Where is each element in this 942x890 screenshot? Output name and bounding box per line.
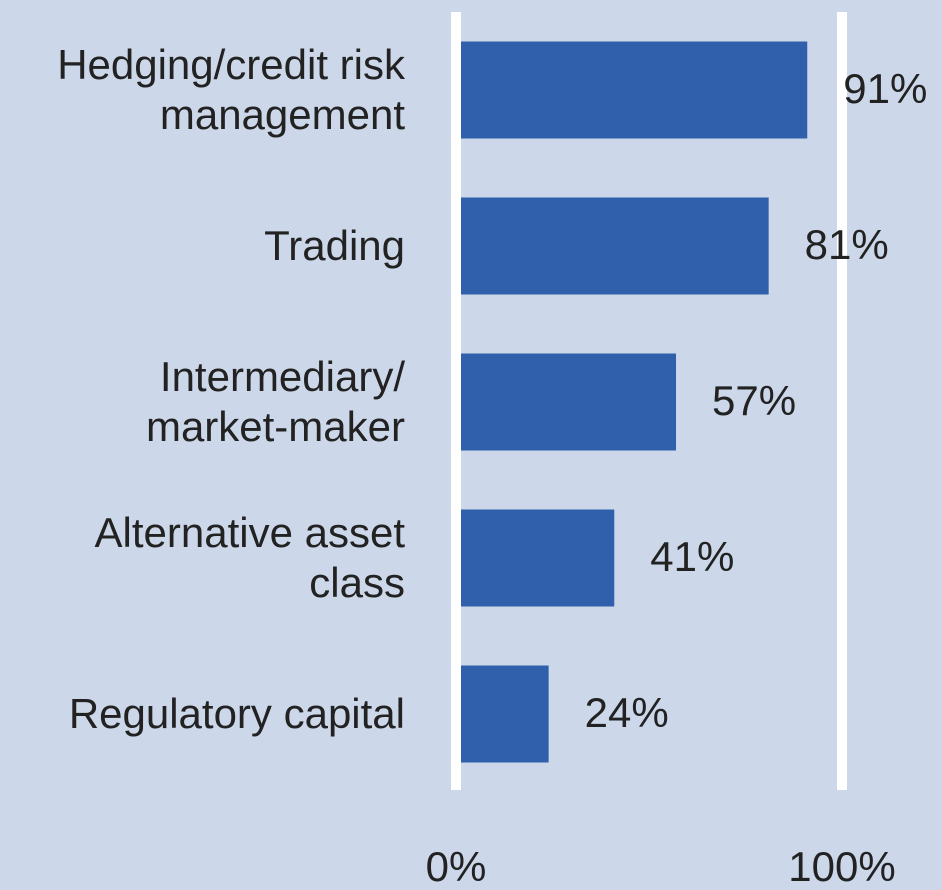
value-label: 81% (805, 221, 889, 268)
category-label: Regulatory capital (68, 690, 405, 737)
x-tick-label: 0% (426, 843, 487, 890)
bar (461, 353, 677, 451)
bar (461, 197, 769, 295)
bar (461, 509, 615, 607)
value-label: 41% (650, 533, 734, 580)
x-tick-label: 100% (788, 843, 895, 890)
bar (461, 665, 549, 763)
value-label: 57% (712, 377, 796, 424)
value-label: 91% (843, 65, 927, 112)
bar (461, 41, 808, 139)
category-label: Hedging/credit risk management (57, 41, 405, 138)
category-label: Alternative asset class (94, 509, 406, 606)
value-label: 24% (585, 689, 669, 736)
category-label: Trading (264, 222, 405, 269)
category-label: Intermediary/ market-maker (145, 353, 405, 450)
